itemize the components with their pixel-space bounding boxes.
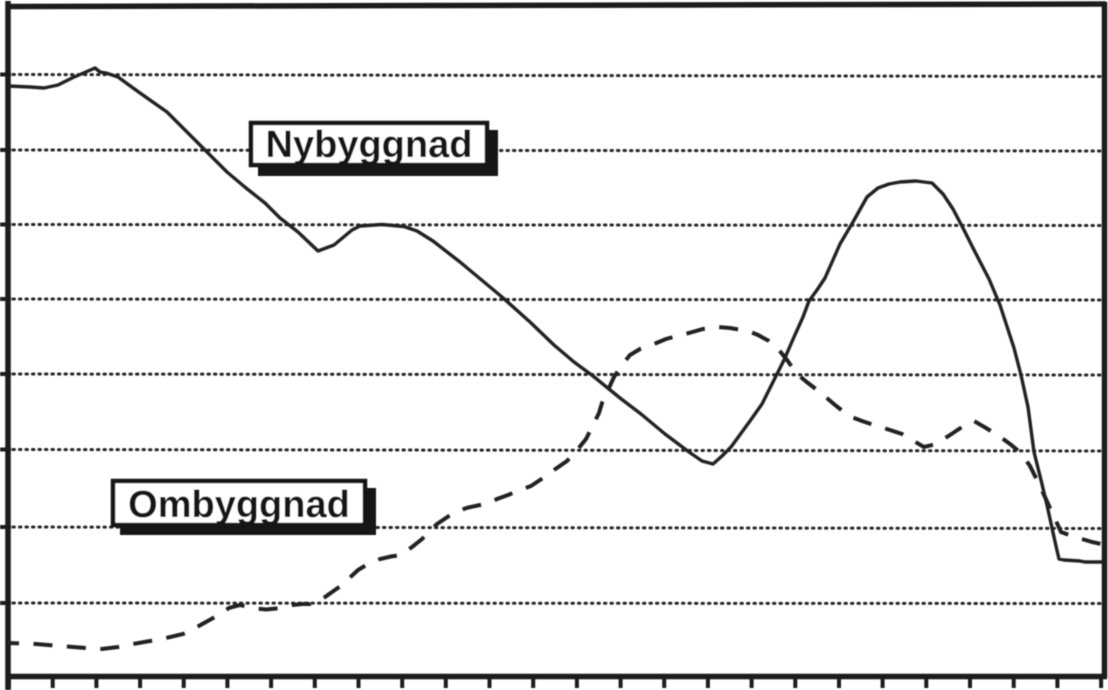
- svg-text:Ombyggnad: Ombyggnad: [128, 484, 350, 526]
- svg-text:Nybyggnad: Nybyggnad: [266, 124, 473, 166]
